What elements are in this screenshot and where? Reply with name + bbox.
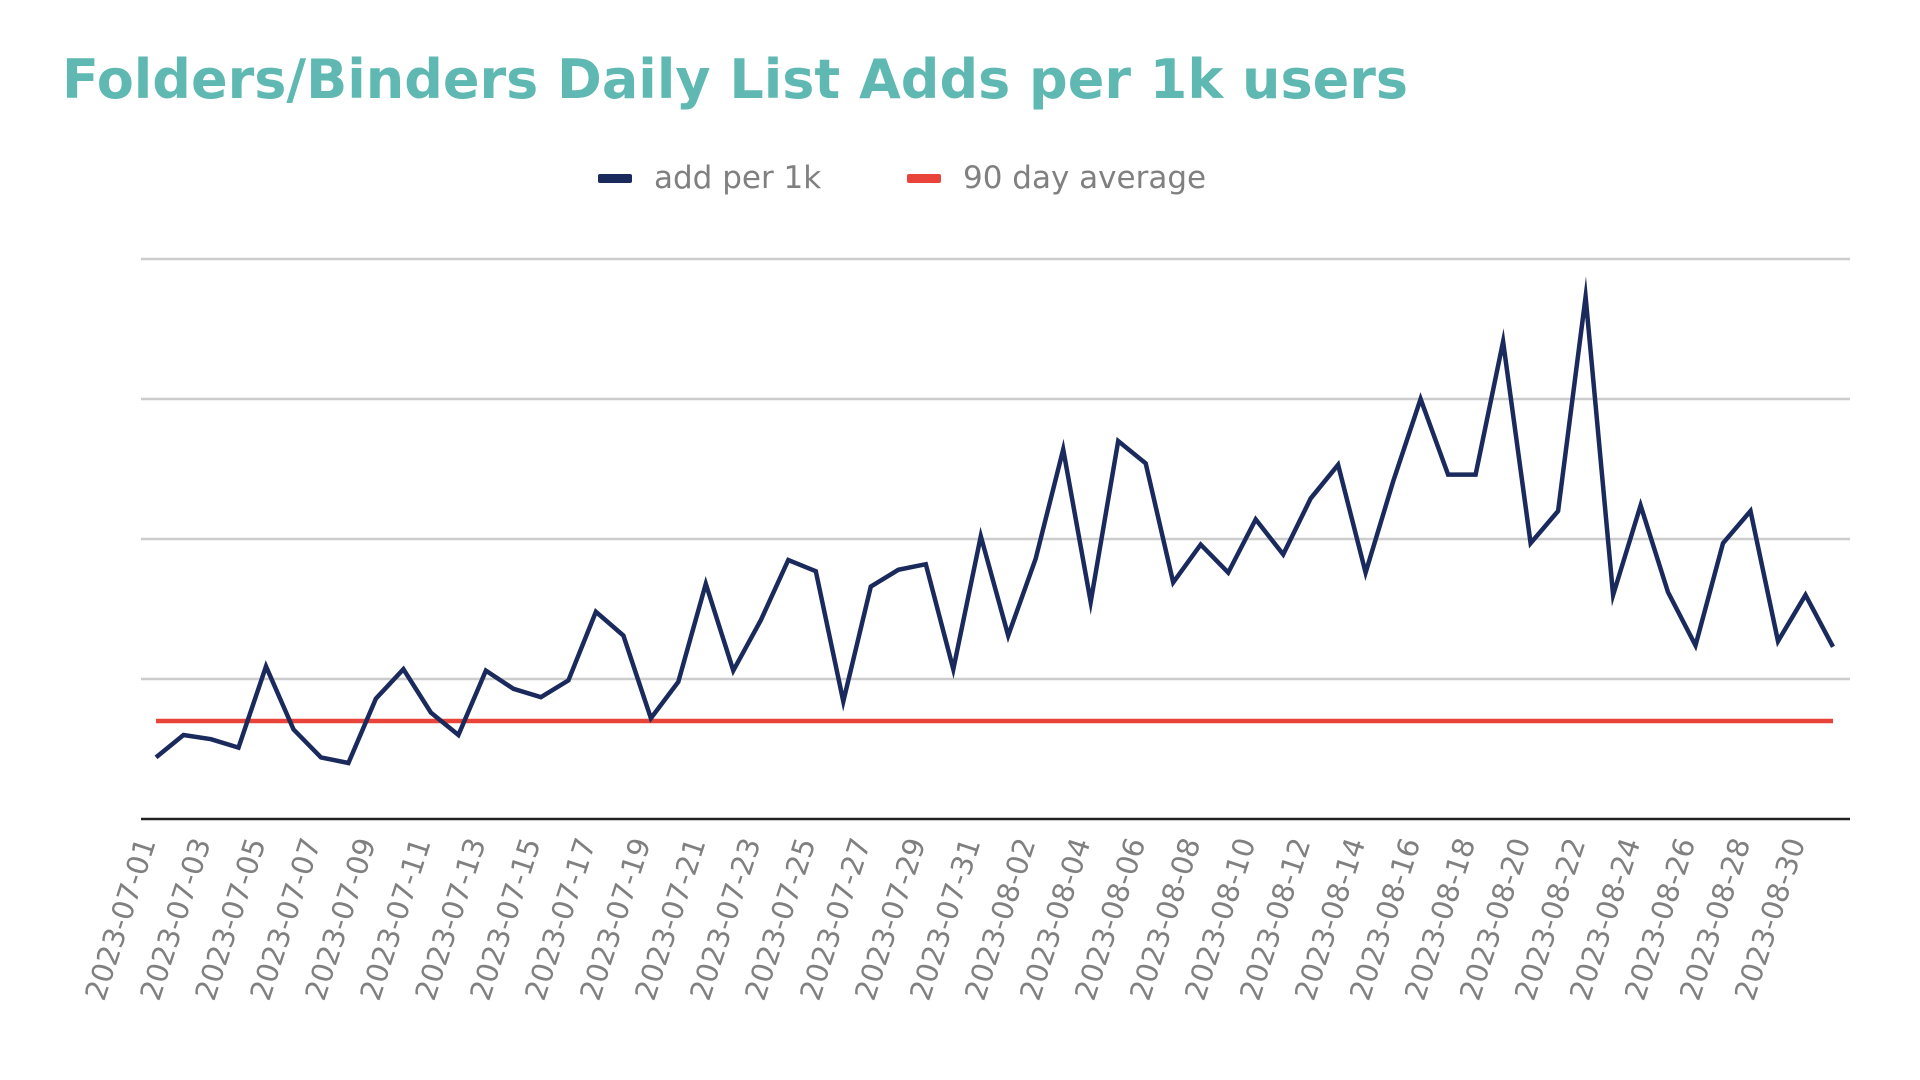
chart-title: Folders/Binders Daily List Adds per 1k u… xyxy=(62,48,1409,111)
legend-swatch-add-per-1k xyxy=(598,173,632,183)
legend-item-add-per-1k: add per 1k xyxy=(598,160,821,196)
series-layer xyxy=(154,276,1835,766)
x-tick-labels: 2023-07-012023-07-032023-07-052023-07-07… xyxy=(78,834,1812,1005)
legend-label-90-day-average: 90 day average xyxy=(963,160,1207,196)
legend-item-90-day-average: 90 day average xyxy=(907,160,1206,196)
gridlines xyxy=(141,257,1850,681)
legend-label-add-per-1k: add per 1k xyxy=(654,160,822,196)
legend-swatch-90-day-average xyxy=(907,173,941,183)
chart-legend: add per 1k 90 day average xyxy=(0,160,1920,200)
series-line-add-per-1k xyxy=(154,276,1835,766)
